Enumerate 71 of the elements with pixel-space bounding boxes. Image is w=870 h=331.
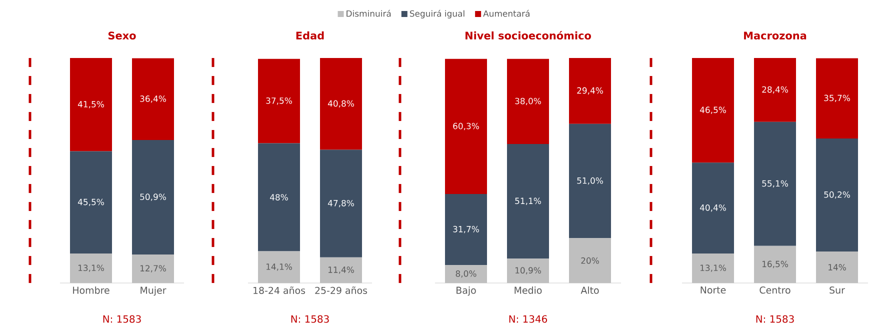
data-label: 46,5% (700, 106, 726, 114)
data-label: 51,0% (577, 177, 603, 185)
text: N: 1346 (509, 315, 548, 323)
x-tick-label: Medio (514, 286, 542, 294)
bar (258, 143, 300, 252)
x-tick-label: Mujer (140, 286, 166, 296)
x-tick-label: Bajo (456, 286, 476, 296)
bar (70, 151, 112, 254)
text: N: 1583 (103, 315, 141, 323)
bar (569, 58, 612, 124)
bar (132, 140, 174, 254)
x-tick-label: Hombre (73, 286, 110, 294)
bar (445, 58, 488, 194)
data-label: 50,2% (824, 191, 850, 199)
bar (816, 58, 858, 139)
data-label: 50,9% (140, 194, 166, 201)
data-label: 13,1% (78, 264, 104, 272)
bar (507, 58, 550, 144)
legend-label: Disminuirá (346, 10, 391, 17)
data-label: 60,3% (453, 122, 479, 130)
chart-title: Edad (296, 31, 324, 40)
data-label: 31,7% (453, 226, 479, 234)
bar (132, 58, 174, 140)
x-tick-label: 25-29 años (315, 286, 368, 294)
data-label: 41,5% (78, 101, 104, 108)
data-label: 8,0% (456, 270, 476, 278)
bar (816, 138, 858, 252)
legend-label: Seguirá igual (410, 10, 464, 18)
data-label: 55,1% (762, 180, 788, 188)
data-label: 51,1% (515, 198, 541, 205)
bar (692, 162, 734, 254)
data-label: 14,1% (266, 264, 292, 271)
data-label: 38,0% (515, 98, 541, 106)
bar (507, 144, 550, 259)
bar (569, 124, 612, 238)
data-label: 12,7% (140, 265, 166, 272)
chart-title: Macrozona (744, 32, 806, 40)
data-label: 40,4% (700, 204, 726, 212)
data-label: 20% (581, 257, 599, 264)
data-label: 47,8% (328, 200, 354, 208)
data-label: 29,4% (577, 87, 603, 95)
data-label: 10,9% (515, 267, 541, 274)
chart-title: Nivel socioeconómico (466, 30, 591, 40)
data-label: 45,5% (78, 198, 104, 206)
text: N: 1583 (756, 315, 794, 323)
data-label: 35,7% (824, 94, 850, 102)
legend-label: Aumentará (483, 10, 530, 17)
x-tick-label: Alto (580, 286, 599, 294)
bar (754, 122, 796, 246)
bar (320, 150, 362, 258)
data-label: 13,1% (700, 264, 726, 272)
data-label: 16,5% (762, 260, 788, 268)
data-label: 48% (270, 194, 288, 200)
data-label: 36,4% (140, 96, 166, 103)
data-label: 40,8% (328, 100, 354, 108)
data-label: 14% (828, 264, 846, 270)
chart-title: Sexo (108, 32, 136, 40)
x-tick-label: 18-24 años (254, 286, 306, 294)
bar (320, 58, 362, 150)
data-label: 28,4% (762, 86, 788, 94)
text: N: 1583 (291, 315, 329, 323)
bar (445, 194, 488, 266)
x-tick-label: Norte (700, 286, 726, 294)
data-label: 37,5% (266, 97, 292, 105)
data-label: 11,4% (328, 266, 354, 274)
x-tick-label: Centro (760, 286, 790, 294)
bar (692, 58, 734, 163)
bar (258, 58, 300, 144)
x-tick-label: Sur (830, 286, 845, 294)
bar (70, 58, 112, 152)
bar (754, 58, 796, 122)
